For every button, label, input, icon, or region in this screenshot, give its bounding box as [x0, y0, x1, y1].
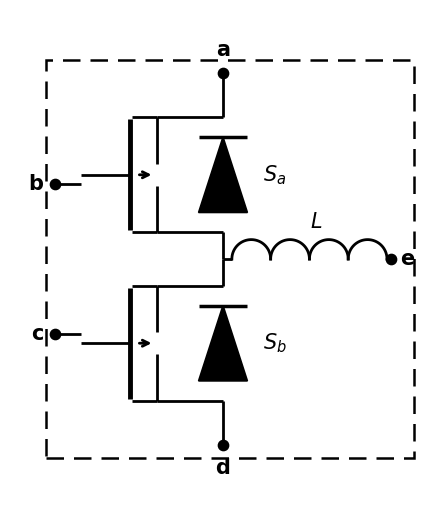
Point	[219, 69, 227, 77]
Text: e: e	[401, 249, 414, 269]
Text: $S_b$: $S_b$	[263, 332, 287, 355]
Text: b: b	[29, 174, 44, 194]
Polygon shape	[198, 306, 248, 381]
Point	[388, 255, 395, 263]
Point	[219, 441, 227, 449]
Text: a: a	[216, 39, 230, 60]
Text: d: d	[215, 458, 231, 479]
Point	[51, 330, 58, 338]
Text: $L$: $L$	[310, 212, 322, 233]
Point	[51, 180, 58, 188]
Polygon shape	[198, 137, 248, 212]
Text: c: c	[31, 324, 44, 344]
Text: $S_a$: $S_a$	[263, 163, 286, 186]
